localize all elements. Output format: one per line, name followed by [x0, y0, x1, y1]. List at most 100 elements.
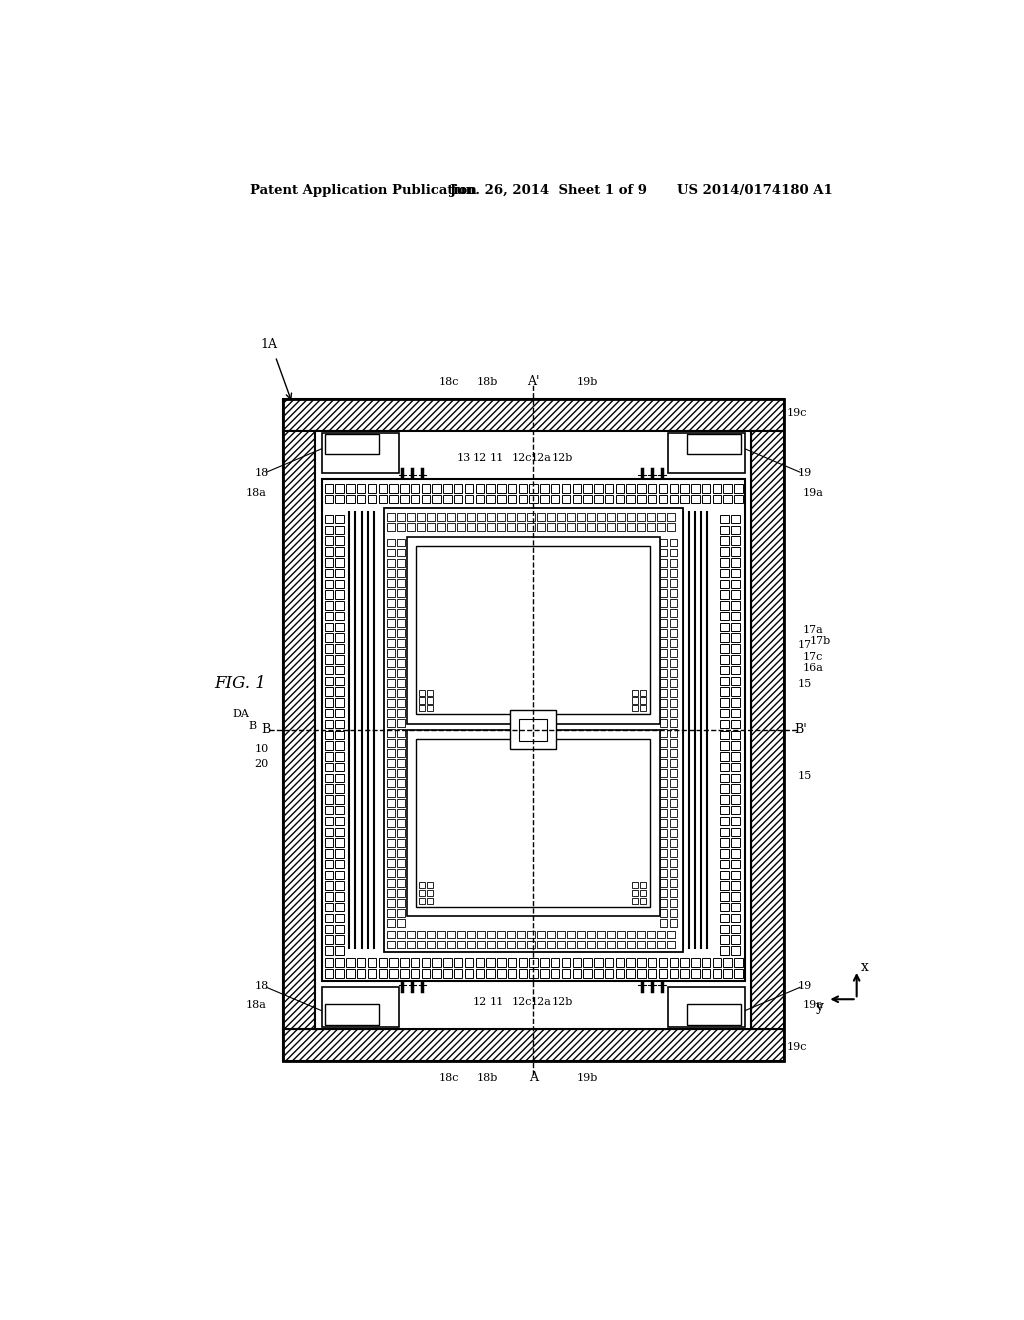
Bar: [283, 1028, 783, 1061]
Bar: [670, 569, 677, 577]
Bar: [336, 969, 344, 978]
Bar: [720, 859, 729, 869]
Bar: [497, 958, 506, 966]
Bar: [475, 484, 484, 492]
Bar: [567, 931, 574, 939]
Bar: [357, 484, 366, 492]
Bar: [454, 495, 463, 503]
Bar: [422, 495, 430, 503]
Bar: [325, 859, 333, 869]
Bar: [427, 697, 433, 704]
Bar: [457, 524, 465, 531]
Bar: [325, 623, 333, 631]
Bar: [457, 931, 465, 939]
Bar: [659, 659, 668, 667]
Bar: [497, 513, 505, 521]
Bar: [701, 958, 711, 966]
Bar: [336, 730, 344, 739]
Text: DA: DA: [232, 709, 249, 719]
Text: 16: 16: [321, 741, 335, 750]
Bar: [720, 730, 729, 739]
Bar: [731, 817, 739, 825]
Bar: [325, 677, 333, 685]
Bar: [668, 433, 745, 473]
Bar: [397, 729, 404, 737]
Bar: [389, 958, 397, 966]
Bar: [551, 484, 559, 492]
Bar: [432, 484, 441, 492]
Bar: [432, 958, 441, 966]
Bar: [325, 688, 333, 696]
Bar: [597, 524, 605, 531]
Bar: [397, 578, 404, 586]
Bar: [731, 558, 739, 566]
Bar: [607, 931, 614, 939]
Bar: [628, 524, 635, 531]
Text: 13: 13: [457, 453, 471, 463]
Bar: [731, 698, 739, 706]
Bar: [659, 909, 668, 917]
Bar: [325, 936, 333, 944]
Bar: [497, 524, 505, 531]
Bar: [325, 644, 333, 653]
Text: 19a: 19a: [803, 1001, 823, 1010]
Text: 19c: 19c: [787, 408, 808, 417]
Bar: [437, 941, 444, 949]
Bar: [517, 941, 525, 949]
Bar: [670, 578, 677, 586]
Text: US 2014/0174180 A1: US 2014/0174180 A1: [677, 185, 833, 197]
Bar: [670, 789, 677, 797]
Bar: [617, 524, 625, 531]
Bar: [387, 919, 394, 927]
Bar: [387, 909, 394, 917]
Bar: [487, 931, 495, 939]
Bar: [454, 958, 463, 966]
Bar: [659, 829, 668, 837]
Bar: [670, 628, 677, 636]
Bar: [657, 513, 665, 521]
Bar: [336, 807, 344, 814]
Bar: [731, 548, 739, 556]
Bar: [336, 882, 344, 890]
Bar: [670, 859, 677, 867]
Bar: [680, 969, 689, 978]
Bar: [720, 903, 729, 911]
Bar: [670, 619, 677, 627]
Bar: [387, 549, 394, 557]
Bar: [437, 524, 444, 531]
Bar: [720, 655, 729, 664]
Bar: [379, 958, 387, 966]
Bar: [518, 958, 527, 966]
Bar: [632, 697, 638, 704]
Text: A': A': [527, 375, 540, 388]
Bar: [594, 495, 602, 503]
Bar: [670, 549, 677, 557]
Bar: [387, 941, 394, 949]
Bar: [447, 524, 455, 531]
Bar: [670, 609, 677, 616]
Bar: [720, 569, 729, 577]
Bar: [731, 677, 739, 685]
Text: 17: 17: [798, 640, 812, 649]
Bar: [467, 513, 475, 521]
Bar: [325, 730, 333, 739]
Bar: [419, 882, 425, 888]
Bar: [670, 909, 677, 917]
Bar: [325, 634, 333, 642]
Bar: [325, 763, 333, 771]
Bar: [647, 941, 655, 949]
Bar: [397, 619, 404, 627]
Bar: [657, 524, 665, 531]
Bar: [547, 931, 555, 939]
Text: 11: 11: [489, 997, 504, 1007]
Bar: [387, 770, 394, 776]
Bar: [407, 931, 415, 939]
Bar: [731, 752, 739, 760]
Text: 19: 19: [798, 981, 812, 991]
Text: 16b: 16b: [321, 709, 341, 719]
Bar: [720, 612, 729, 620]
Bar: [731, 515, 739, 524]
Bar: [670, 779, 677, 787]
Bar: [720, 924, 729, 933]
Bar: [659, 639, 668, 647]
